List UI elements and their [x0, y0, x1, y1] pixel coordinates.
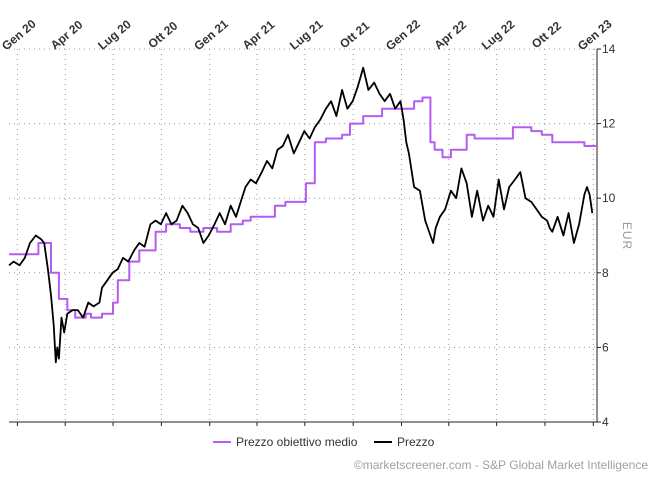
- x-tick-label: Lug 21: [287, 17, 326, 53]
- series-line-price: [8, 66, 594, 364]
- y-tick-label: 12: [602, 117, 616, 131]
- y-tick-label: 10: [602, 191, 616, 205]
- x-tick-label: Gen 22: [383, 17, 423, 54]
- x-tick-label: Gen 21: [191, 17, 231, 54]
- x-axis-ticks: Gen 20 Apr 20 Lug 20 Ott 20 Gen 21 Apr 21 Lug …: [0, 17, 615, 426]
- y-axis-ticks: 4 6 8 10 12 14: [597, 42, 616, 429]
- y-tick-label: 14: [602, 42, 616, 56]
- x-tick-label: Apr 21: [240, 17, 278, 52]
- x-tick-label: Gen 20: [0, 17, 39, 54]
- x-tick-label: Lug 22: [479, 17, 518, 53]
- y-axis-label: EUR: [620, 222, 634, 250]
- y-tick-label: 6: [602, 340, 609, 354]
- legend-label-target: Prezzo obiettivo medio: [236, 435, 358, 449]
- y-tick-label: 8: [602, 266, 609, 280]
- x-tick-label: Lug 20: [95, 17, 134, 53]
- series-line-target-price: [9, 96, 597, 319]
- x-tick-label: Ott 21: [337, 18, 372, 51]
- x-tick-label: Ott 22: [529, 18, 564, 51]
- legend-label-price: Prezzo: [397, 435, 435, 449]
- x-tick-label: Apr 22: [431, 17, 469, 52]
- x-tick-label: Ott 20: [145, 18, 180, 51]
- legend: Prezzo obiettivo medio Prezzo: [213, 435, 435, 449]
- x-tick-label: Apr 20: [48, 17, 86, 52]
- source-credit: ©marketscreener.com - S&P Global Market …: [354, 458, 648, 472]
- series-lines: [8, 66, 597, 364]
- y-tick-label: 4: [602, 415, 609, 429]
- grid-lines: [9, 48, 597, 422]
